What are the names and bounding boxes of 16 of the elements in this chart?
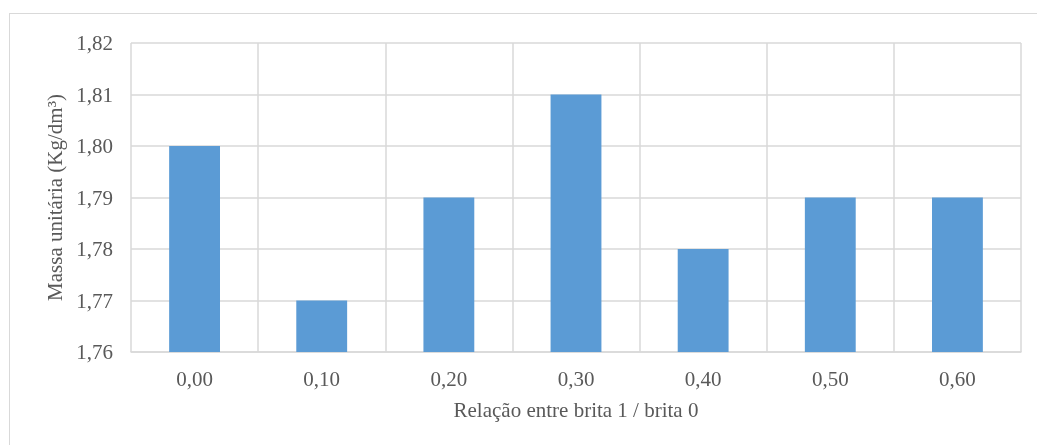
y-axis-title: Massa unitária (Kg/dm³) <box>42 94 67 301</box>
y-tick-label: 1,82 <box>76 31 113 55</box>
y-tick-label: 1,78 <box>76 237 113 261</box>
y-tick-label: 1,77 <box>76 288 113 313</box>
x-tick-label: 0,20 <box>430 366 468 391</box>
x-tick-label: 0,50 <box>811 366 849 391</box>
x-tick-label: 0,00 <box>176 366 213 391</box>
x-tick-label: 0,30 <box>557 366 595 391</box>
y-tick-label: 1,81 <box>76 82 113 107</box>
y-tick-label: 1,76 <box>76 340 113 364</box>
y-tick-label: 1,79 <box>76 185 113 210</box>
x-tick-label: 0,60 <box>939 366 976 391</box>
x-tick-label: 0,10 <box>303 366 341 391</box>
x-axis-title: Relação entre brita 1 / brita 0 <box>453 397 699 422</box>
y-tick-label: 1,80 <box>76 134 113 158</box>
x-tick-label: 0,40 <box>684 366 722 391</box>
